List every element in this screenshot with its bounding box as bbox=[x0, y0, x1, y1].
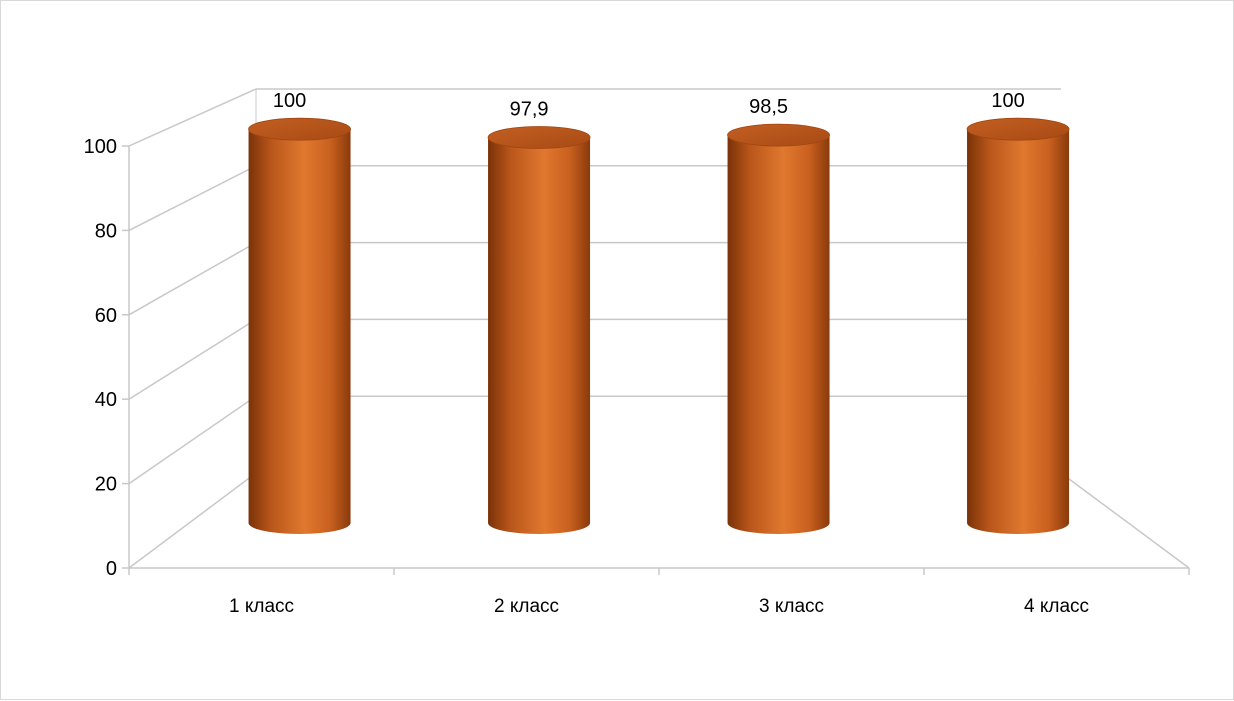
y-axis-ticks: 0 20 40 60 80 100 bbox=[84, 136, 129, 580]
y-tick-label: 80 bbox=[95, 220, 117, 242]
bar-top bbox=[487, 126, 591, 149]
floor-left-edge bbox=[128, 472, 257, 569]
y-tick-label: 20 bbox=[95, 474, 117, 496]
category-label: 3 класс bbox=[759, 596, 824, 617]
x-axis bbox=[128, 568, 1190, 575]
y-tick-label: 100 bbox=[84, 136, 117, 158]
gridline-side-40 bbox=[128, 318, 257, 400]
bars bbox=[248, 117, 1070, 535]
bar-top bbox=[966, 117, 1070, 141]
gridlines bbox=[128, 88, 1061, 485]
y-tick-label: 60 bbox=[95, 305, 117, 327]
data-labels: 100 97,9 98,5 100 bbox=[273, 90, 1025, 120]
bar-body bbox=[727, 135, 830, 534]
data-label: 97,9 bbox=[510, 98, 549, 120]
y-tick-label: 40 bbox=[95, 389, 117, 411]
bar-body bbox=[488, 137, 591, 535]
bar-cylinder bbox=[966, 117, 1070, 534]
gridline-side-60 bbox=[128, 241, 257, 316]
data-label: 100 bbox=[991, 90, 1024, 112]
category-labels: 1 класс 2 класс 3 класс 4 класс bbox=[229, 596, 1089, 617]
gridline-side-80 bbox=[128, 165, 257, 232]
category-label: 4 класс bbox=[1024, 596, 1089, 617]
category-label: 2 класс bbox=[494, 596, 559, 617]
category-label: 1 класс bbox=[229, 596, 294, 617]
gridline-side-20 bbox=[128, 395, 257, 485]
bar-body bbox=[248, 129, 351, 534]
data-label: 100 bbox=[273, 90, 306, 112]
bar-cylinder bbox=[487, 126, 591, 535]
floor-right-edge bbox=[1060, 472, 1190, 569]
bar-top bbox=[248, 117, 351, 141]
bar-cylinder bbox=[727, 123, 830, 534]
bar-cylinder bbox=[248, 117, 351, 534]
bar-top bbox=[727, 123, 830, 147]
y-tick-label: 0 bbox=[106, 558, 117, 580]
data-label: 98,5 bbox=[749, 96, 788, 118]
gridline-side-100 bbox=[128, 88, 257, 147]
bar-body bbox=[967, 129, 1070, 534]
